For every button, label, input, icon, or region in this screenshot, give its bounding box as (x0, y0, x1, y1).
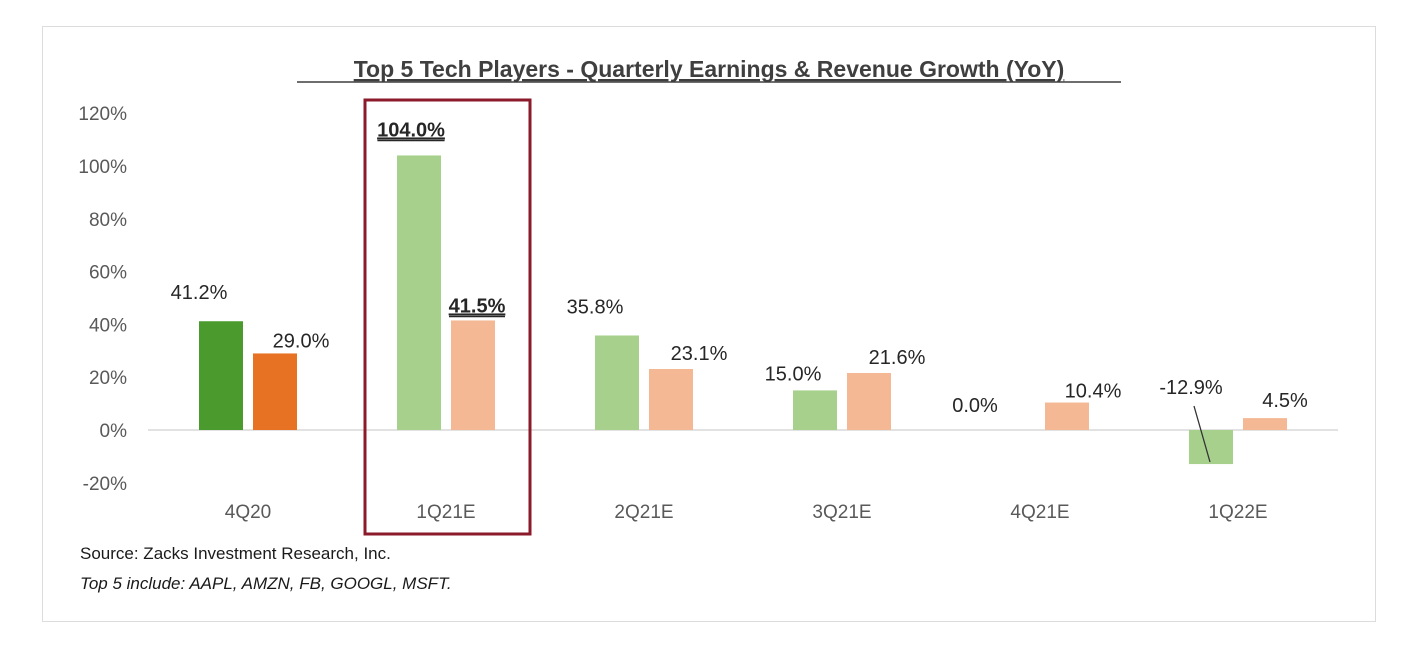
y-tick-label: 60% (89, 263, 127, 284)
y-tick-label: 40% (89, 315, 127, 336)
x-axis: 4Q20 1Q21E 2Q21E 3Q21E 4Q21E 1Q22E (148, 429, 1338, 523)
earnings-label-3q21e: 15.0% (765, 363, 822, 385)
highlight-box-1q21e (363, 98, 532, 536)
revenue-bar-4q21e (1045, 402, 1089, 430)
x-tick-label-1q21e: 1Q21E (416, 502, 475, 523)
x-tick-label-4q21e: 4Q21E (1010, 502, 1069, 523)
y-tick-label: 100% (78, 157, 127, 178)
source-note: Source: Zacks Investment Research, Inc. (80, 544, 391, 563)
earnings-label-1q21e: 104.0% (377, 119, 445, 141)
chart-frame (42, 26, 1376, 622)
earnings-label-1q22e: -12.9% (1159, 377, 1223, 399)
leader-line-1q22e (1193, 405, 1211, 463)
x-tick-label-1q22e: 1Q22E (1208, 502, 1267, 523)
earnings-bar-3q21e (793, 390, 837, 430)
revenue-bar-3q21e (847, 372, 891, 430)
revenue-label-4q21e: 10.4% (1065, 381, 1122, 403)
y-tick-label: 0% (100, 421, 128, 442)
earnings-label-4q21e: 0.0% (952, 395, 998, 417)
earnings-bar-1q21e (397, 155, 441, 430)
earnings-label-2q21e: 35.8% (567, 296, 624, 318)
revenue-label-2q21e: 23.1% (671, 343, 728, 365)
y-tick-label: 20% (89, 368, 127, 389)
data-labels: 41.2% 104.0% 35.8% 15.0% 0.0% -12.9% 29.0% 41.5… (171, 119, 1308, 417)
x-tick-label-4q20: 4Q20 (225, 502, 271, 523)
earnings-bar-4q20 (199, 321, 243, 430)
chart-title: Top 5 Tech Players - Quarterly Earnings … (354, 56, 1065, 82)
revenue-label-1q21e: 41.5% (449, 295, 506, 317)
revenue-label-4q20: 29.0% (273, 330, 330, 352)
revenue-label-1q22e: 4.5% (1262, 390, 1308, 412)
revenue-label-3q21e: 21.6% (869, 347, 926, 369)
earnings-bar-1q22e (1189, 430, 1233, 465)
revenue-bar-1q21e (451, 320, 495, 430)
revenue-bar-4q20 (253, 353, 297, 430)
y-tick-label: -20% (83, 474, 127, 495)
y-tick-label: 80% (89, 210, 127, 231)
earnings-bar-2q21e (595, 335, 639, 430)
earnings-label-4q20: 41.2% (171, 282, 228, 304)
top5-note: Top 5 include: AAPL, AMZN, FB, GOOGL, MS… (80, 574, 452, 593)
y-tick-label: 120% (78, 104, 127, 125)
revenue-bar-1q22e (1243, 418, 1287, 430)
bars (199, 155, 1287, 465)
x-tick-label-2q21e: 2Q21E (614, 502, 673, 523)
x-tick-label-3q21e: 3Q21E (812, 502, 871, 523)
y-axis: 120% 100% 80% 60% 40% 20% 0% -20% (78, 104, 127, 495)
revenue-bar-2q21e (649, 369, 693, 430)
